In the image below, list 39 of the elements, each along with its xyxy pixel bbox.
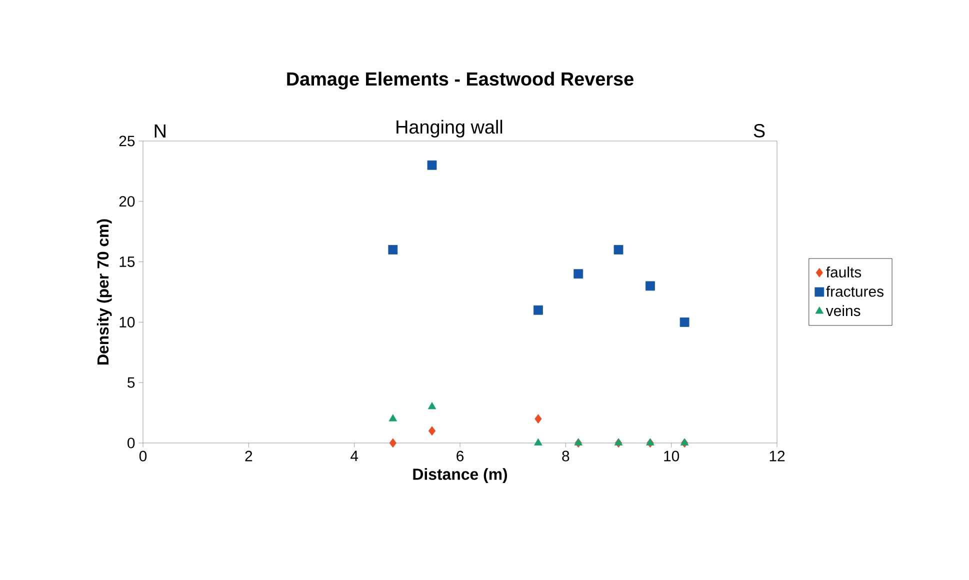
point: [574, 438, 582, 446]
y-tick-label: 5: [128, 377, 135, 388]
x-tick-label: 8: [562, 450, 570, 462]
text: N: [154, 124, 166, 138]
point: [427, 160, 437, 170]
x-tick-label: 6: [456, 450, 464, 462]
x-tick-label: 0: [139, 450, 147, 462]
point: [388, 414, 398, 422]
x-tick-label: 10: [664, 450, 680, 462]
y-axis-title: Density (per 70 cm): [96, 219, 112, 364]
y-tick-label: 15: [120, 256, 135, 267]
legend-label: faults: [826, 266, 862, 278]
point: [680, 317, 690, 327]
point: [574, 269, 584, 279]
text: S: [754, 124, 765, 138]
point: [680, 438, 689, 446]
y-tick-label: 10: [120, 316, 135, 328]
x-tick-label: 4: [350, 450, 358, 462]
point: [534, 414, 542, 424]
point: [646, 438, 654, 446]
point: [428, 426, 436, 436]
text: Hanging wall: [396, 120, 502, 138]
x-axis-title: Distance (m): [413, 468, 508, 484]
point: [534, 438, 542, 446]
chart-title: Damage Elements - Eastwood Reverse: [287, 72, 634, 90]
y-tick-label: 20: [119, 196, 135, 207]
point: [614, 245, 624, 254]
point: [428, 402, 436, 410]
x-tick-label: 2: [245, 450, 252, 462]
legend-label: fractures: [826, 286, 884, 297]
legend-label: veins: [826, 305, 860, 316]
point: [388, 245, 398, 254]
y-tick-label: 0: [128, 438, 135, 448]
x-tick-label: 12: [770, 450, 785, 462]
point: [389, 438, 396, 448]
point: [614, 438, 623, 446]
point: [646, 281, 655, 291]
point: [534, 305, 543, 315]
y-tick-label: 25: [119, 136, 135, 146]
